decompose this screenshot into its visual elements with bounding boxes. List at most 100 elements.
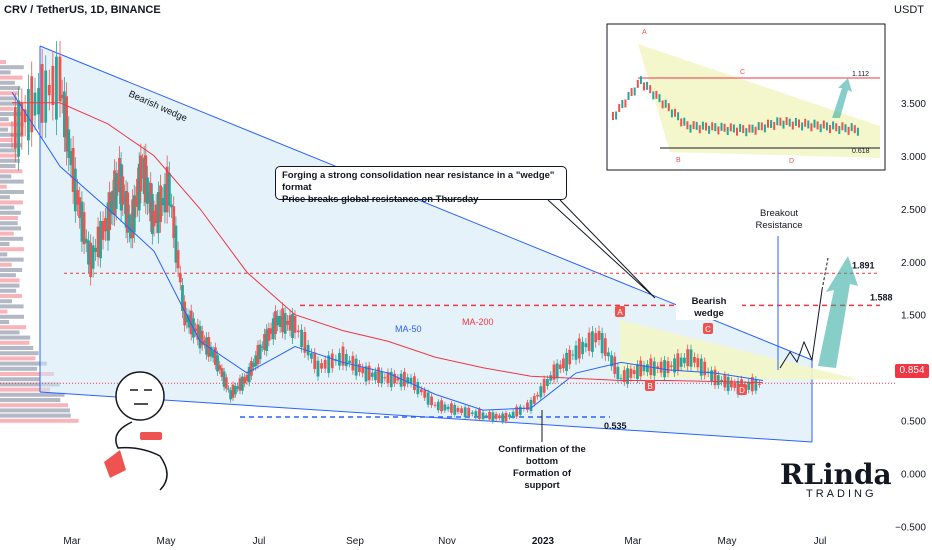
candle-body xyxy=(327,355,331,373)
volume-profile-bar xyxy=(0,117,9,122)
candle-body xyxy=(263,333,266,350)
candle-body xyxy=(320,363,323,369)
volume-profile-bar xyxy=(0,70,11,75)
candle-body xyxy=(686,349,690,367)
inset-candle xyxy=(788,118,791,127)
candle-body xyxy=(361,367,365,374)
volume-profile-bar xyxy=(0,226,22,231)
candle-body xyxy=(481,412,485,420)
candle-body xyxy=(189,310,193,335)
inset-candle xyxy=(680,118,683,127)
x-tick-label: May xyxy=(718,536,737,547)
inset-candle xyxy=(717,126,720,135)
candle-body xyxy=(679,357,683,367)
volume-profile-bar xyxy=(0,294,23,298)
candle-body xyxy=(426,392,430,405)
candle-body xyxy=(453,405,457,415)
volume-profile-bar xyxy=(0,377,40,382)
candle-body xyxy=(409,377,413,384)
inset-candle xyxy=(692,121,695,130)
volume-profile-bar xyxy=(0,335,31,340)
candle-body xyxy=(396,377,400,381)
wedge-lower-line xyxy=(39,391,813,443)
candle-body xyxy=(558,364,562,369)
inset-candle xyxy=(767,119,769,128)
level-0535-label: 0.535 xyxy=(604,421,627,431)
inset-candle xyxy=(646,81,649,90)
candle-body xyxy=(542,379,546,393)
inset-chart xyxy=(606,23,886,171)
candle-body xyxy=(546,379,549,386)
inset-candle xyxy=(751,124,754,133)
candle-body xyxy=(508,414,511,418)
candle-body xyxy=(720,379,723,382)
candle-body xyxy=(170,204,173,208)
candle-body xyxy=(416,382,420,395)
candle-body xyxy=(440,400,443,412)
inset-candle xyxy=(732,124,735,133)
candle-body xyxy=(587,332,591,351)
candle-body xyxy=(300,329,303,348)
volume-profile-bar xyxy=(0,143,22,148)
inset-candle xyxy=(807,120,810,129)
point-marker-label: D xyxy=(739,386,745,395)
candle-body xyxy=(150,194,154,234)
candle-body xyxy=(423,390,427,398)
volume-profile-bar xyxy=(0,304,24,309)
candle-body xyxy=(13,106,17,149)
candle-body xyxy=(529,399,533,412)
inset-candle xyxy=(705,122,707,131)
candle-body xyxy=(539,386,543,398)
cartoon-body xyxy=(115,421,168,491)
inset-candle xyxy=(847,126,850,135)
y-tick-label: 0.000 xyxy=(901,470,926,481)
candle-body xyxy=(436,401,440,411)
candle-body xyxy=(183,301,187,326)
inset-candle xyxy=(652,91,655,100)
candle-body xyxy=(167,173,171,206)
projection-dashed-path xyxy=(821,257,829,291)
volume-profile-bar xyxy=(0,340,30,345)
candle-body xyxy=(364,366,368,382)
volume-profile-bar xyxy=(0,169,23,174)
candle-body xyxy=(216,355,219,372)
candle-body xyxy=(536,394,539,397)
candle-body xyxy=(693,357,696,363)
y-tick-label: 3.500 xyxy=(901,99,926,110)
volume-profile-bar xyxy=(0,242,10,246)
volume-profile-bar xyxy=(0,309,8,314)
inset-candle xyxy=(708,125,711,134)
volume-profile-bar xyxy=(0,80,15,85)
candle-body xyxy=(67,129,71,158)
candle-body xyxy=(227,388,230,390)
candle-body xyxy=(198,326,202,349)
candle-body xyxy=(303,331,307,353)
candle-body xyxy=(40,64,44,123)
candle-body xyxy=(78,197,82,219)
candle-body xyxy=(316,360,320,377)
candle-body xyxy=(518,406,522,415)
candle-body xyxy=(229,390,233,400)
inset-candle xyxy=(655,90,658,99)
volume-profile-bar xyxy=(0,403,69,408)
candle-body xyxy=(433,404,437,406)
volume-profile-bar xyxy=(0,278,20,283)
inset-marker-label: A xyxy=(642,29,647,36)
candle-body xyxy=(699,358,703,376)
candle-body xyxy=(276,315,280,326)
volume-profile-bar xyxy=(0,148,17,153)
volume-profile-bar xyxy=(0,356,36,361)
candle-body xyxy=(293,316,297,333)
candle-body xyxy=(161,198,165,206)
inset-candle xyxy=(804,118,807,127)
cartoon-hand-object xyxy=(140,432,162,440)
candle-body xyxy=(713,369,717,386)
candle-body xyxy=(258,344,262,360)
candle-body xyxy=(96,226,100,258)
inset-candle xyxy=(624,99,627,108)
candle-body xyxy=(104,217,107,232)
volume-profile-bar xyxy=(0,164,16,168)
candle-body xyxy=(386,372,390,384)
volume-profile-bar xyxy=(0,96,18,101)
